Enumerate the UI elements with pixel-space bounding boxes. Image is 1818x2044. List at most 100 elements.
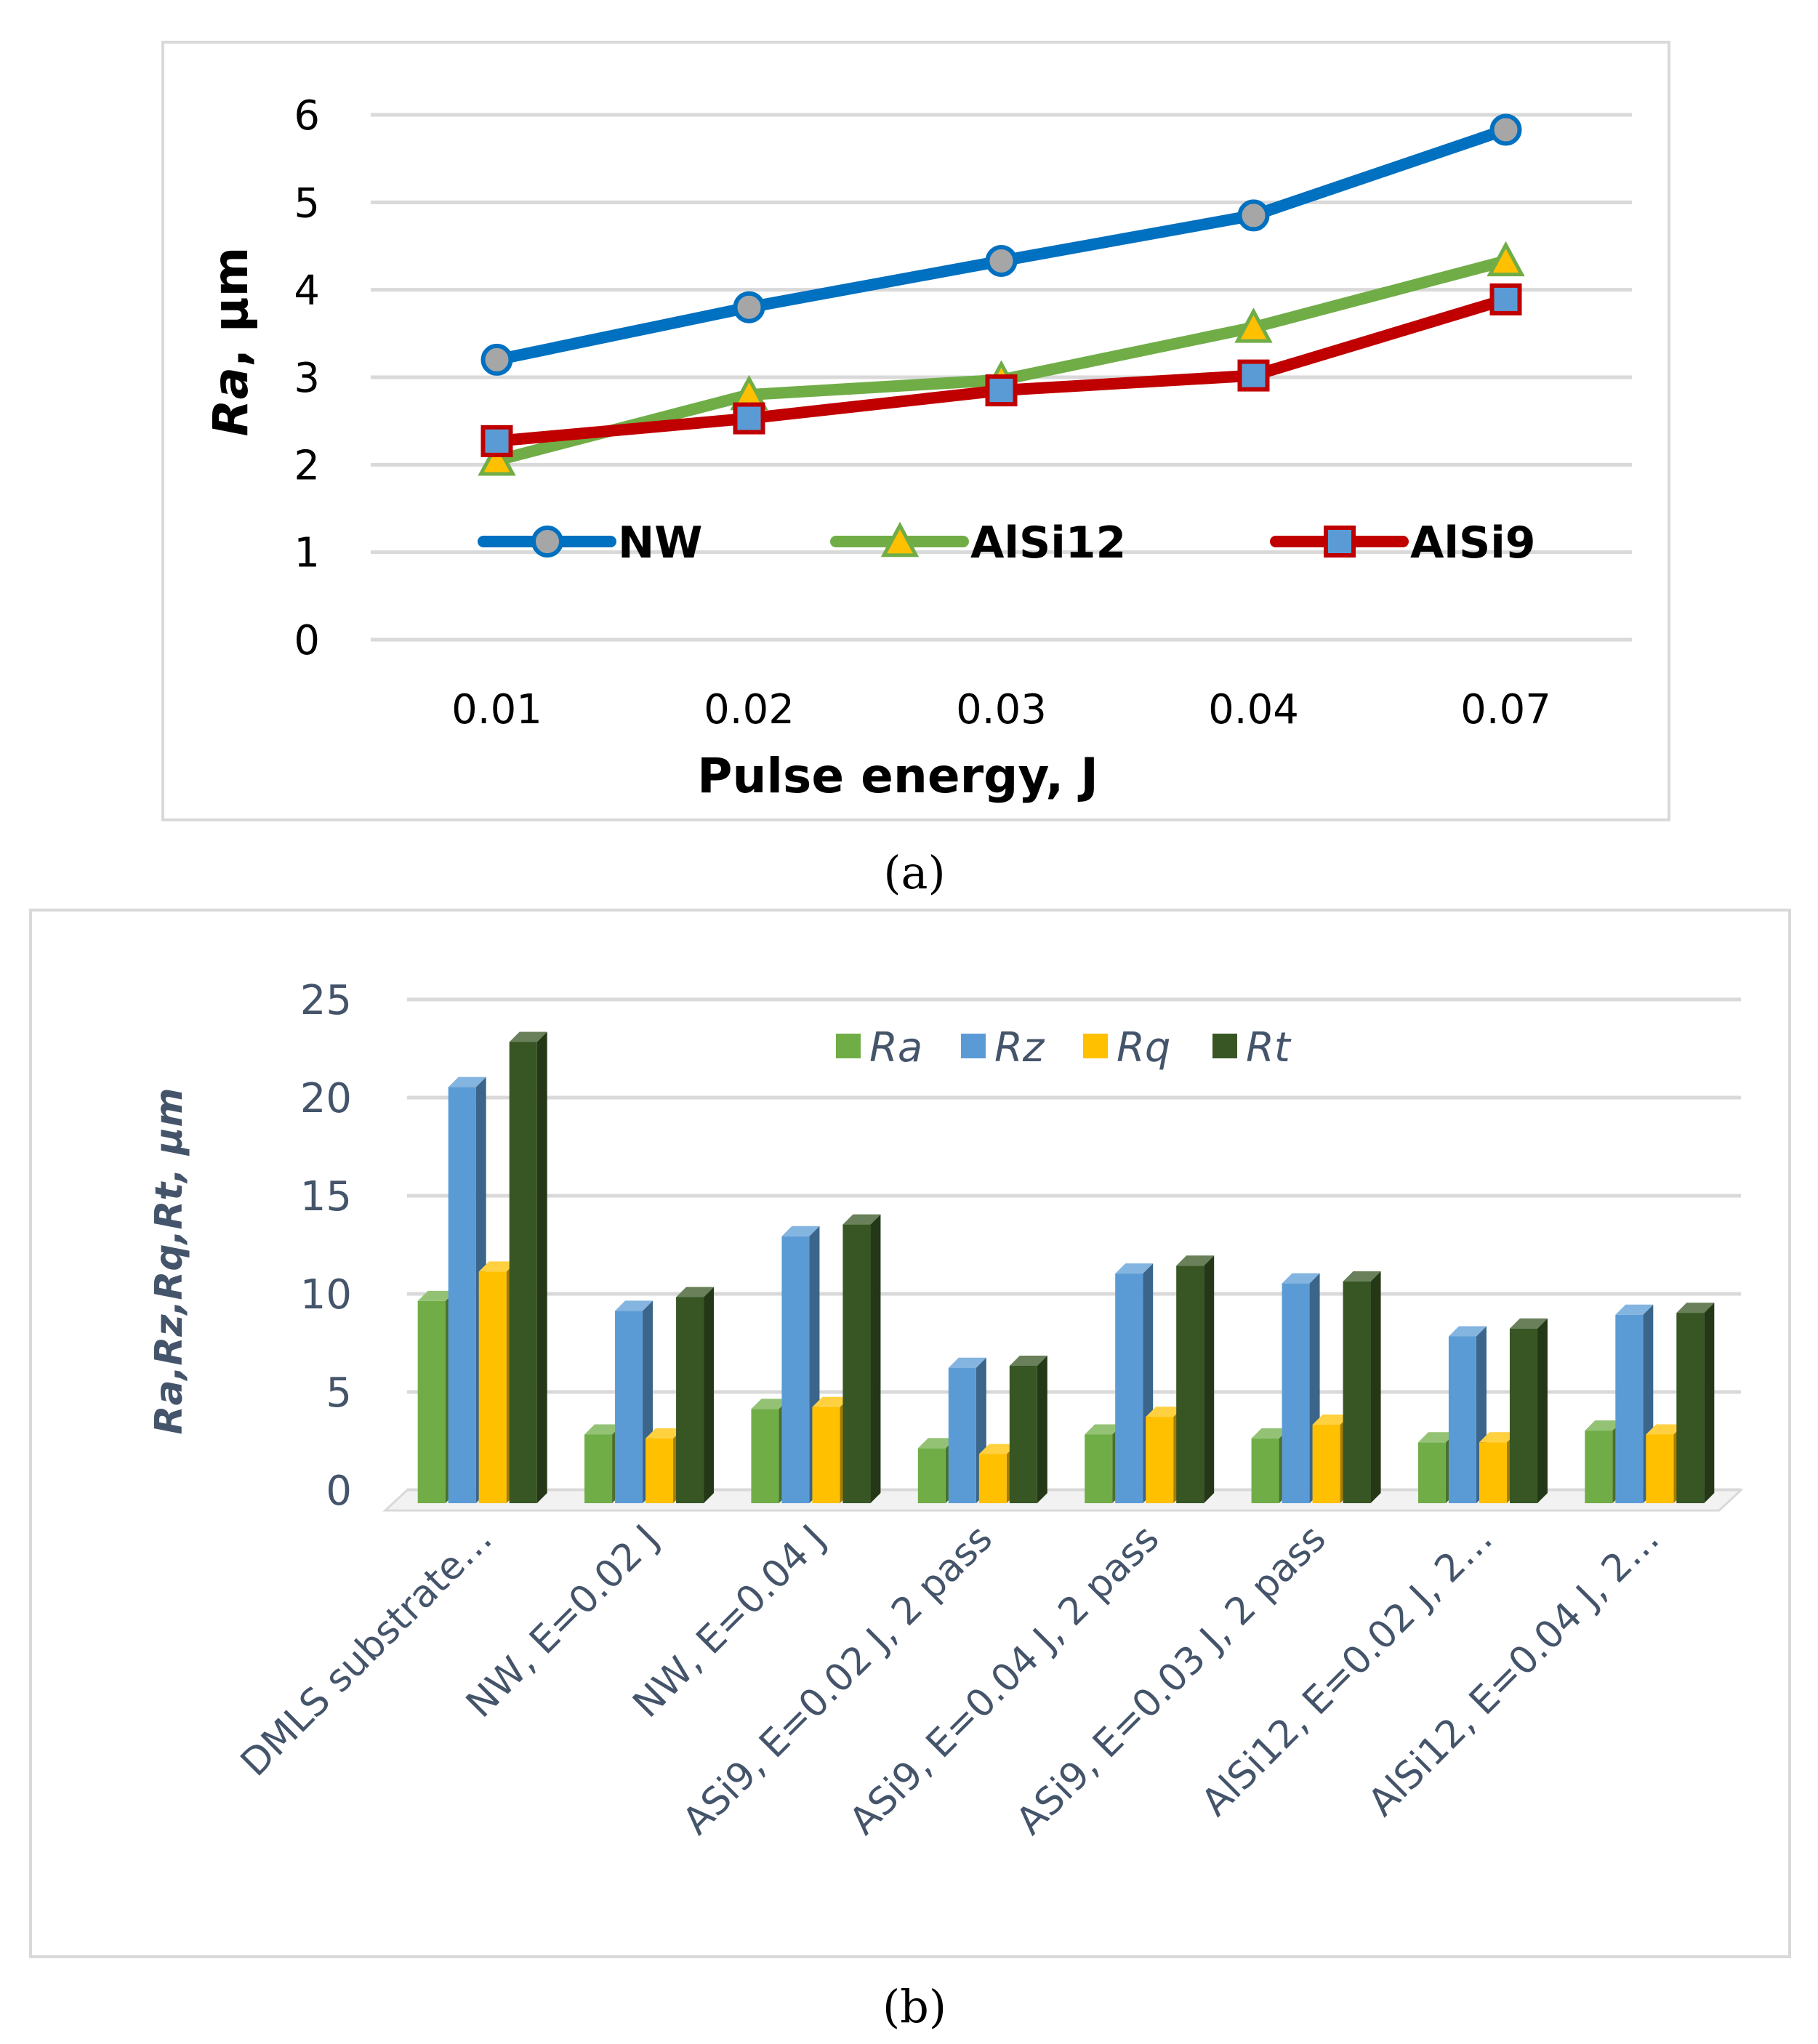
chart-b-bar-ra — [1585, 1431, 1613, 1503]
chart-a-gridlines — [371, 113, 1632, 642]
chart-a-series-nw — [480, 113, 1522, 376]
chart-a-point-nw — [1237, 199, 1270, 232]
chart-a-y-axis-title: Ra, µm — [203, 247, 259, 437]
chart-a-point-alsi12 — [1234, 307, 1273, 343]
chart-b-bar-rq — [478, 1271, 507, 1503]
chart-a-frame — [161, 41, 1670, 821]
chart-a-x-tick-label: 0.04 — [1208, 686, 1299, 733]
chart-b-bar-rq — [812, 1407, 840, 1503]
chart-a-legend-marker — [531, 526, 563, 558]
chart-b-bar-ra — [1085, 1434, 1113, 1503]
chart-b-bar-top-rq — [1646, 1424, 1684, 1435]
chart-a-y-tick-label: 1 — [294, 530, 320, 577]
chart-a-point-alsi9 — [1489, 283, 1522, 315]
chart-b-bar-top-rz — [1282, 1273, 1320, 1284]
chart-b-bar-top-rq — [812, 1396, 850, 1407]
chart-a-y-tick-label: 3 — [294, 355, 320, 402]
chart-a-y-ticks: 0 1 2 3 4 5 6 — [294, 92, 320, 664]
chart-b-bar-ra — [1251, 1438, 1279, 1503]
chart-a-y-tick-label: 5 — [294, 180, 320, 227]
chart-b-frame — [29, 909, 1791, 1958]
chart-a-legend-marker — [880, 521, 920, 558]
chart-a-y-tick-label: 2 — [294, 442, 320, 489]
chart-b-bar-top-rz — [1615, 1304, 1654, 1315]
chart-b-bar-top-rq — [1312, 1415, 1351, 1425]
chart-b-bar-ra — [751, 1409, 779, 1503]
chart-b-bar-top-rq — [978, 1444, 1017, 1454]
chart-b-bar-rz — [1282, 1283, 1310, 1503]
chart-b-bar-rz — [781, 1236, 810, 1503]
chart-b-legend-item-rq: Rq — [1083, 1024, 1170, 1071]
chart-a-legend-label: AlSi12 — [970, 518, 1126, 568]
chart-a-x-axis-title: Pulse energy, J — [697, 748, 1098, 804]
chart-a-legend-label: NW — [618, 518, 702, 568]
chart-a-x-tick-label: 0.01 — [451, 686, 542, 733]
chart-b-bar-group — [1251, 1271, 1381, 1503]
chart-b-bar-top-rt — [676, 1287, 715, 1297]
chart-b-bar-rz — [448, 1087, 476, 1503]
chart-a-point-nw — [985, 244, 1018, 277]
chart-b-bar-group — [751, 1214, 881, 1503]
chart-a: 0 1 2 3 4 5 6 0.01 0.02 0.03 0.04 0.07 NW AlSi12 AlS… — [161, 41, 1670, 899]
chart-b-bar-top-ra — [917, 1438, 956, 1449]
chart-a-x-tick-label: 0.07 — [1460, 686, 1551, 733]
chart-b-y-tick-label: 0 — [326, 1468, 352, 1515]
chart-b-bar-side-rt — [1037, 1356, 1047, 1503]
chart-b-bar-top-rz — [948, 1357, 986, 1368]
chart-b-y-tick-label: 15 — [300, 1173, 352, 1220]
chart-a-point-alsi9 — [1237, 359, 1270, 392]
chart-a-legend-item-alsi9: AlSi9 — [1270, 518, 1536, 568]
chart-a-x-ticks: 0.01 0.02 0.03 0.04 0.07 — [451, 686, 1551, 733]
chart-b-legend-label: Rz — [994, 1024, 1045, 1071]
chart-b-legend-label: Rt — [1246, 1024, 1292, 1071]
chart-a-legend-label: AlSi9 — [1410, 518, 1536, 568]
chart-b-bar-top-rt — [1509, 1318, 1548, 1329]
chart-b-bar-top-rz — [781, 1226, 820, 1236]
chart-b-bar-group — [417, 1031, 547, 1503]
chart-b-legend-swatch — [961, 1034, 986, 1058]
chart-b-bar-rz — [1615, 1314, 1644, 1503]
chart-b-bar-rq — [1146, 1417, 1174, 1503]
chart-b-bar-top-rt — [1009, 1356, 1047, 1366]
chart-a-x-tick-label: 0.03 — [956, 686, 1047, 733]
chart-b-y-tick-label: 5 — [326, 1369, 352, 1417]
chart-a-legend-item-nw: NW — [478, 518, 702, 568]
chart-b-bar-rz — [1448, 1336, 1476, 1503]
chart-b-bar-group — [917, 1356, 1047, 1503]
chart-b-bar-rt — [1009, 1366, 1037, 1503]
chart-b-bar-rq — [1479, 1442, 1507, 1503]
caption-a: (a) — [883, 846, 945, 899]
chart-b-bar-ra — [417, 1300, 446, 1503]
chart-b-bar-rt — [1676, 1313, 1705, 1503]
chart-a-series-alsi12 — [478, 241, 1525, 476]
chart-b-bar-rq — [1312, 1425, 1340, 1503]
chart-b-category-label: DMLS substrate… — [233, 1517, 501, 1785]
chart-b-legend: Ra Rz Rq Rt — [836, 1024, 1292, 1071]
chart-b-bar-rq — [1646, 1434, 1674, 1503]
chart-b-bar-side-rt — [536, 1031, 547, 1503]
chart-a-point-nw — [480, 343, 513, 376]
chart-a-y-axis-title-unit: , µm — [203, 247, 259, 367]
chart-b-y-tick-label: 20 — [300, 1075, 352, 1122]
chart-b-legend-swatch — [836, 1034, 861, 1058]
chart-a-y-tick-label: 4 — [294, 267, 320, 315]
chart-a-legend-marker — [1324, 526, 1356, 558]
chart-b-bar-top-rt — [509, 1031, 547, 1042]
chart-b-legend-item-ra: Ra — [836, 1024, 922, 1071]
chart-b-category-label: ASi9, E=0.03 J, 2 pass — [1008, 1517, 1335, 1843]
chart-b-bar-group — [1585, 1303, 1715, 1503]
chart-b-bar-top-rq — [478, 1261, 517, 1272]
chart-b-bar-top-rt — [842, 1214, 881, 1225]
chart-b-bar-rz — [1115, 1274, 1143, 1503]
caption-b: (b) — [882, 1980, 946, 2033]
chart-b-bar-top-ra — [1085, 1424, 1123, 1435]
chart-b-bar-rt — [509, 1042, 537, 1503]
chart-b-bar-side-rt — [870, 1214, 881, 1503]
chart-b-bars — [417, 1031, 1715, 1503]
chart-b-bar-top-rt — [1343, 1271, 1381, 1281]
chart-a-x-tick-label: 0.02 — [704, 686, 795, 733]
chart-b-bar-top-ra — [1417, 1432, 1456, 1443]
chart-b-bar-group — [1417, 1318, 1548, 1503]
chart-b-bar-rz — [948, 1367, 976, 1503]
